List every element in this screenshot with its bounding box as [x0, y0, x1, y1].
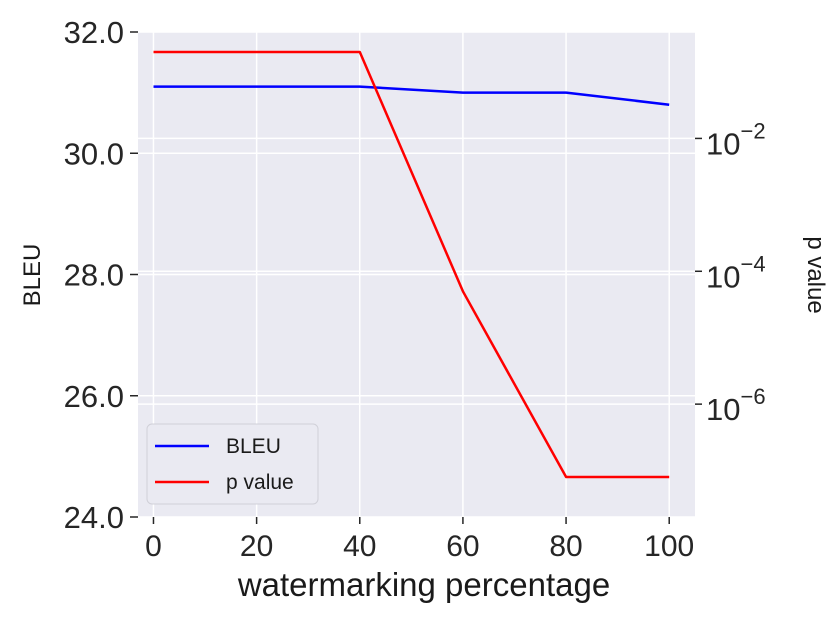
y-tick-label: 32.0	[64, 15, 124, 50]
y-tick-label: 26.0	[64, 379, 124, 414]
x-tick-label: 100	[644, 530, 694, 563]
y2-tick-label: 10−6	[706, 384, 766, 427]
legend-box	[146, 423, 319, 505]
y-tick-label: 28.0	[64, 258, 124, 293]
y-axis-right: 10−2 10−4 10−6	[695, 118, 766, 427]
x-tick-label: 60	[446, 530, 479, 563]
y2-tick-label: 10−2	[706, 118, 766, 161]
legend-label-p-value: p value	[226, 471, 294, 494]
x-tick-label: 80	[549, 530, 582, 563]
y2-tick-label: 10−4	[706, 251, 766, 294]
y2-axis-title: p value	[802, 236, 829, 313]
legend-label-bleu: BLEU	[226, 435, 281, 458]
series-line-bleu	[153, 85, 670, 106]
y-tick-label: 30.0	[64, 136, 124, 171]
series-line-p-value	[153, 50, 670, 479]
series-group	[153, 50, 670, 479]
x-tick-label: 20	[240, 530, 273, 563]
legend: BLEU p value	[146, 423, 319, 505]
x-tick-label: 0	[145, 530, 162, 563]
grid	[138, 31, 695, 518]
y-axis-left: 24.0 26.0 28.0 30.0 32.0	[64, 15, 138, 535]
y-axis-title: BLEU	[19, 244, 46, 307]
x-axis-title: watermarking percentage	[237, 566, 610, 603]
x-tick-label: 40	[343, 530, 376, 563]
y-tick-label: 24.0	[64, 500, 124, 535]
x-axis: 0 20 40 60 80 100	[145, 517, 694, 563]
